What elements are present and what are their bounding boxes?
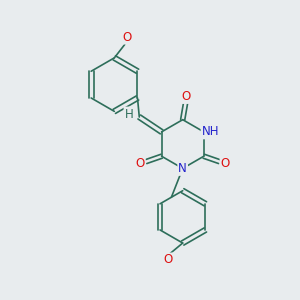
Text: O: O xyxy=(122,31,131,44)
Text: NH: NH xyxy=(202,125,219,138)
Text: O: O xyxy=(136,157,145,169)
Text: N: N xyxy=(178,162,187,175)
Text: H: H xyxy=(124,107,133,121)
Text: O: O xyxy=(220,157,230,169)
Text: O: O xyxy=(164,254,173,266)
Text: O: O xyxy=(181,90,190,103)
